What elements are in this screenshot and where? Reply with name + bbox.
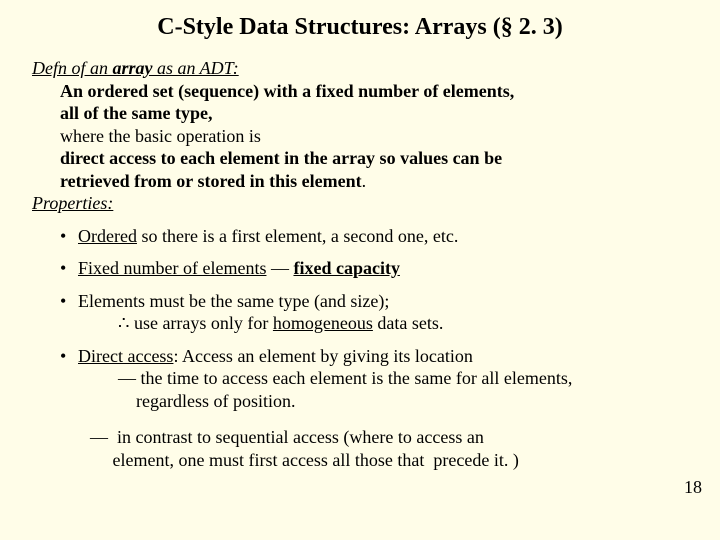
- properties-list: Ordered so there is a first element, a s…: [32, 225, 688, 413]
- bullet-fixed: Fixed number of elements — fixed capacit…: [60, 257, 688, 280]
- bullet-direct-u: Direct access: [78, 346, 173, 366]
- defn-period: .: [362, 171, 367, 191]
- definition-block: Defn of an array as an ADT: An ordered s…: [32, 57, 688, 215]
- defn-line1a: An ordered set (sequence) with a fixed n…: [60, 81, 514, 101]
- defn-line3a: direct access to each element in the arr…: [60, 148, 502, 168]
- bullet-ordered-u: Ordered: [78, 226, 137, 246]
- properties-label: Properties:: [32, 193, 113, 213]
- bullet-fixed-mid: —: [266, 258, 293, 278]
- bullet-direct-sub2: regardless of position.: [78, 390, 688, 413]
- bullet-direct: Direct access: Access an element by givi…: [60, 345, 688, 413]
- defn-label-pre: Defn of an: [32, 58, 113, 78]
- bullet-sametype-sub-post: data sets.: [373, 313, 443, 333]
- bullet-ordered: Ordered so there is a first element, a s…: [60, 225, 688, 248]
- bullet-sametype-sub-u: homogeneous: [273, 313, 373, 333]
- bullet-sametype-sub: ∴ use arrays only for homogeneous data s…: [78, 312, 688, 335]
- defn-label-array: array: [113, 58, 153, 78]
- page-number: 18: [684, 477, 702, 498]
- defn-line3b: retrieved from or stored in this element: [60, 171, 362, 191]
- bullet-direct-post: : Access an element by giving its locati…: [173, 346, 472, 366]
- therefore-icon: ∴: [118, 313, 129, 333]
- slide-title: C-Style Data Structures: Arrays (§ 2. 3): [32, 14, 688, 41]
- bullet-sametype: Elements must be the same type (and size…: [60, 290, 688, 335]
- defn-line1b: all of the same type,: [60, 103, 212, 123]
- bullet-ordered-post: so there is a first element, a second on…: [137, 226, 458, 246]
- contrast-block: — in contrast to sequential access (wher…: [32, 426, 688, 471]
- contrast-line1: — in contrast to sequential access (wher…: [90, 427, 484, 447]
- contrast-line2: element, one must first access all those…: [90, 450, 519, 470]
- bullet-sametype-main: Elements must be the same type (and size…: [78, 291, 389, 311]
- bullet-sametype-sub-pre: use arrays only for: [129, 313, 272, 333]
- defn-body: An ordered set (sequence) with a fixed n…: [32, 80, 688, 193]
- defn-line2: where the basic operation is: [60, 126, 261, 146]
- bullet-direct-sub1: — the time to access each element is the…: [78, 367, 688, 390]
- bullet-fixed-cap: fixed capacity: [293, 258, 399, 278]
- bullet-fixed-u: Fixed number of elements: [78, 258, 266, 278]
- defn-label-post: as an ADT:: [153, 58, 239, 78]
